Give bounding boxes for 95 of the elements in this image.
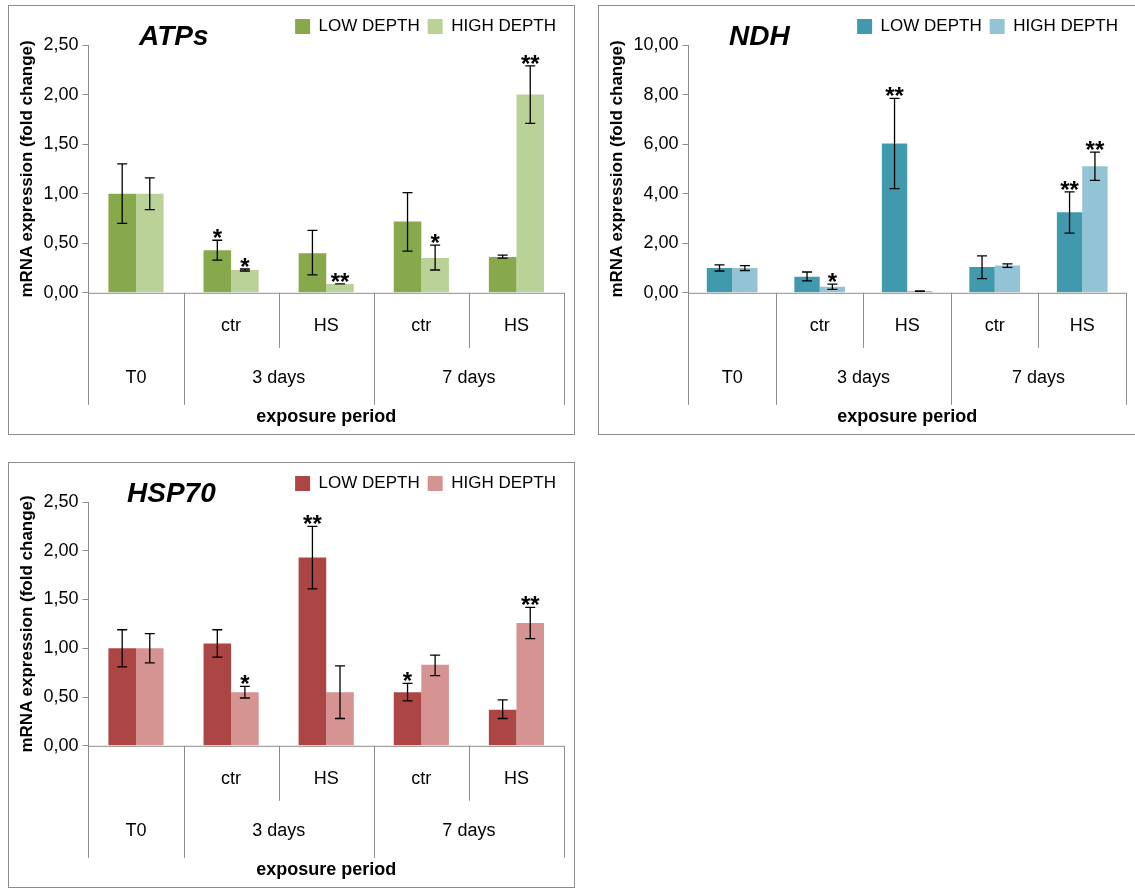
x-tick-label: HS bbox=[313, 767, 339, 788]
bar bbox=[732, 268, 758, 293]
y-tick-label: 0,00 bbox=[643, 281, 679, 302]
bar bbox=[326, 692, 354, 746]
bar bbox=[326, 283, 354, 293]
y-tick-label: 10,00 bbox=[633, 33, 679, 54]
bar bbox=[488, 257, 517, 293]
data-label: ** bbox=[520, 49, 541, 77]
data-label: ** bbox=[1085, 136, 1105, 164]
x-tick-label: HS bbox=[1069, 314, 1095, 335]
bar bbox=[203, 643, 232, 746]
bar bbox=[421, 664, 449, 746]
text: 3 days bbox=[836, 366, 890, 387]
chart-title: ATPs bbox=[139, 20, 209, 52]
x-tick-label: HS bbox=[503, 767, 529, 788]
x-axis-title: exposure period bbox=[837, 406, 978, 427]
bar bbox=[1082, 166, 1108, 293]
x-tick-label: HS bbox=[313, 314, 339, 335]
y-axis-title: mRNA expression (fold change) bbox=[16, 40, 36, 298]
x-tick-label: ctr bbox=[221, 767, 242, 788]
data-label: * bbox=[402, 667, 413, 695]
bar bbox=[298, 557, 327, 746]
bar bbox=[393, 692, 422, 746]
text: T0 bbox=[125, 366, 147, 387]
data-label: * bbox=[430, 229, 441, 257]
y-axis-title: mRNA expression (fold change) bbox=[606, 40, 626, 298]
y-tick-label: 2,00 bbox=[43, 83, 79, 104]
bar bbox=[488, 709, 517, 746]
x-tick-label: ctr bbox=[984, 314, 1005, 335]
chart-title: HSP70 bbox=[127, 477, 216, 509]
text: 3 days bbox=[252, 366, 306, 387]
y-tick-label: 0,00 bbox=[43, 734, 79, 755]
text: 3 days bbox=[252, 819, 306, 840]
bar bbox=[421, 258, 449, 293]
bar bbox=[231, 692, 259, 746]
y-tick-label: 2,00 bbox=[43, 539, 79, 560]
text: 7 days bbox=[442, 819, 496, 840]
x-tick-label: ctr bbox=[411, 767, 432, 788]
data-label: ** bbox=[520, 591, 541, 619]
bar bbox=[994, 265, 1021, 293]
text: 7 days bbox=[1011, 366, 1066, 387]
legend-label: LOW DEPTH bbox=[880, 16, 982, 36]
x-axis-title: exposure period bbox=[256, 406, 397, 427]
y-tick-label: 0,50 bbox=[43, 686, 79, 707]
y-tick-label: 1,00 bbox=[43, 637, 79, 658]
data-label: * bbox=[240, 253, 251, 281]
text: T0 bbox=[721, 366, 743, 387]
legend-label: HIGH DEPTH bbox=[451, 16, 556, 36]
y-axis-title: mRNA expression (fold change) bbox=[16, 495, 36, 753]
bar bbox=[298, 253, 327, 293]
legend-label: HIGH DEPTH bbox=[451, 473, 556, 493]
y-tick-label: 4,00 bbox=[643, 182, 679, 203]
data-label: * bbox=[240, 670, 251, 698]
bar bbox=[969, 267, 995, 293]
data-label: ** bbox=[885, 82, 905, 110]
legend-label: LOW DEPTH bbox=[318, 16, 420, 36]
data-label: ** bbox=[1060, 175, 1080, 203]
y-tick-label: 1,50 bbox=[43, 133, 79, 154]
y-tick-label: 2,50 bbox=[43, 490, 79, 511]
bar bbox=[203, 250, 232, 293]
data-label: * bbox=[827, 268, 838, 296]
x-tick-label: ctr bbox=[411, 314, 432, 335]
y-tick-label: 1,50 bbox=[43, 588, 79, 609]
x-tick-label: HS bbox=[894, 314, 920, 335]
y-tick-label: 0,50 bbox=[43, 232, 79, 253]
data-label: * bbox=[212, 224, 223, 252]
y-tick-label: 2,00 bbox=[643, 232, 679, 253]
bar bbox=[881, 143, 908, 293]
bar bbox=[1056, 212, 1083, 293]
x-tick-label: ctr bbox=[221, 314, 242, 335]
bar bbox=[794, 276, 820, 293]
x-tick-label: HS bbox=[503, 314, 529, 335]
x-axis-title: exposure period bbox=[256, 859, 397, 880]
text: 7 days bbox=[442, 366, 496, 387]
y-tick-label: 8,00 bbox=[643, 83, 679, 104]
bar bbox=[135, 648, 164, 746]
data-label: ** bbox=[303, 510, 323, 538]
y-tick-label: 6,00 bbox=[643, 133, 679, 154]
x-tick-label: ctr bbox=[809, 314, 830, 335]
bar bbox=[706, 268, 733, 293]
y-tick-label: 2,50 bbox=[43, 33, 79, 54]
data-label: ** bbox=[330, 267, 350, 295]
text: T0 bbox=[125, 819, 147, 840]
bar bbox=[516, 94, 545, 293]
bar bbox=[516, 622, 545, 746]
bar bbox=[231, 270, 259, 293]
bar bbox=[108, 193, 136, 293]
y-tick-label: 0,00 bbox=[43, 281, 79, 302]
bar bbox=[108, 648, 136, 746]
y-tick-label: 1,00 bbox=[43, 182, 79, 203]
bar bbox=[135, 193, 164, 293]
legend-label: HIGH DEPTH bbox=[1013, 16, 1118, 36]
bar bbox=[393, 221, 422, 293]
legend-label: LOW DEPTH bbox=[318, 473, 420, 493]
chart-title: NDH bbox=[729, 20, 790, 52]
